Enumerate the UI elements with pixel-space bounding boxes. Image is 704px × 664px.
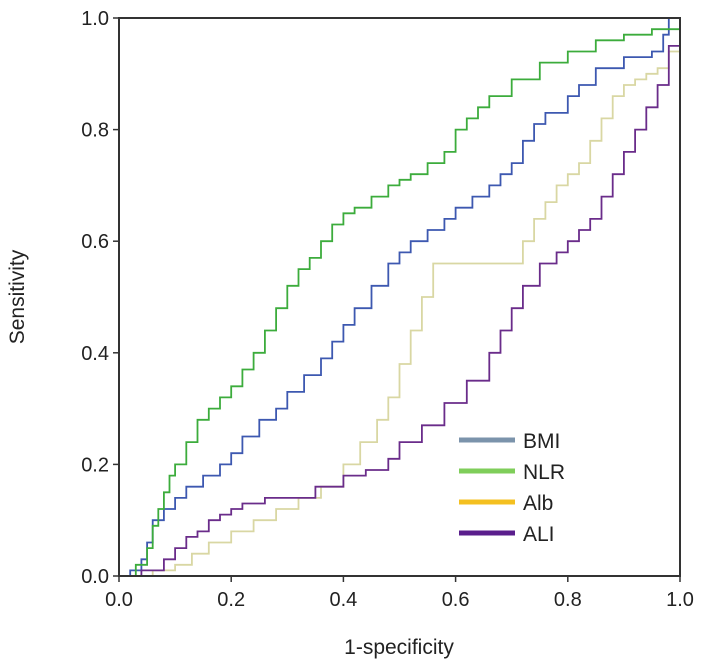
y-axis-ticks: 0.0 0.2 0.4 0.6 0.8 1.0 [81, 8, 119, 588]
plot-frame [118, 17, 681, 577]
legend: BMI NLR Alb ALI [459, 430, 565, 546]
y-tick-label: 0.6 [81, 231, 109, 253]
x-tick-label: 1.0 [666, 589, 694, 611]
y-tick-label: 0.2 [81, 454, 109, 476]
series-line-bmi [119, 17, 680, 577]
series-layer [119, 17, 681, 577]
x-tick-label: 0.8 [554, 589, 582, 611]
y-axis-title: Sensitivity [6, 249, 29, 344]
x-axis-title: 1-specificity [344, 636, 454, 659]
series-line-alb [119, 18, 681, 577]
legend-label-bmi: BMI [523, 430, 560, 453]
x-tick-label: 0.0 [105, 589, 133, 611]
x-tick-label: 0.4 [329, 589, 357, 611]
x-tick-label: 0.6 [442, 589, 470, 611]
y-tick-label: 0.4 [81, 343, 109, 365]
x-axis-ticks: 0.0 0.2 0.4 0.6 0.8 1.0 [105, 576, 694, 611]
legend-label-ali: ALI [523, 523, 555, 546]
y-tick-label: 0.8 [81, 120, 109, 142]
series-line-ali [119, 18, 681, 577]
x-tick-label: 0.2 [217, 589, 245, 611]
plot-frame-border [118, 17, 681, 577]
series-line-nlr [119, 18, 681, 577]
y-tick-label: 0.0 [81, 566, 109, 588]
legend-label-alb: Alb [523, 492, 553, 515]
y-tick-label: 1.0 [81, 8, 109, 30]
legend-label-nlr: NLR [523, 461, 565, 484]
